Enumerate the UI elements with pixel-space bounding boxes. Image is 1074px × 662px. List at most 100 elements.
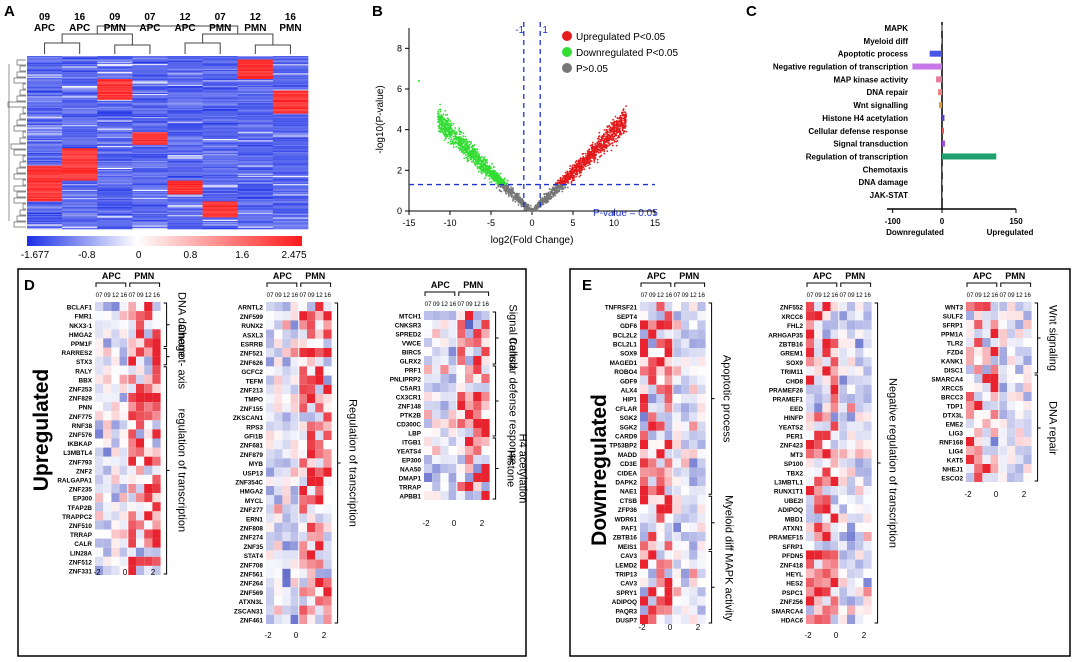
annotation-label: Signal transd. (507, 304, 519, 371)
data-point (438, 130, 440, 133)
heatmap-cell (298, 329, 307, 339)
heatmap-cell (97, 110, 133, 112)
heatmap-cell (167, 129, 203, 132)
heatmap-cell (167, 212, 203, 215)
heatmap-cell (664, 449, 673, 459)
heatmap-cell (237, 66, 274, 68)
column-label-day: 07 (144, 12, 156, 23)
heatmap-cell (132, 142, 168, 144)
heatmap-cell (97, 158, 133, 161)
heatmap-cell (97, 175, 133, 178)
heatmap-cell (103, 429, 112, 439)
heatmap-cell (132, 141, 168, 143)
heatmap-cell (323, 375, 332, 385)
heatmap-cell (640, 421, 649, 431)
heatmap-cell (119, 456, 128, 466)
heatmap-cell (697, 384, 706, 394)
data-point (545, 201, 548, 204)
heatmap-cell (167, 114, 203, 117)
data-point (615, 137, 617, 140)
heatmap-cell (144, 383, 153, 393)
heatmap-cell (315, 614, 324, 624)
heatmap-cell (167, 227, 203, 230)
heatmap-cell (315, 440, 324, 450)
heatmap-cell (202, 103, 239, 105)
header-day-label: 09 (682, 292, 689, 299)
heatmap-cell (298, 476, 307, 486)
data-point (579, 174, 582, 177)
heatmap-cell (167, 117, 203, 119)
heatmap-cell (202, 226, 239, 229)
heatmap-cell (456, 401, 465, 410)
heatmap-cell (95, 311, 104, 321)
heatmap-cell (62, 181, 98, 184)
heatmap-cell (62, 107, 98, 110)
heatmap-cell (132, 195, 168, 198)
heatmap-cell (298, 532, 307, 542)
heatmap-cell (282, 320, 291, 330)
heatmap-cell (167, 113, 203, 116)
heatmap-cell (672, 357, 681, 367)
data-point (594, 153, 597, 156)
heatmap-cell (119, 447, 128, 457)
heatmap-cell (266, 504, 275, 514)
gene-label: NKX3-1 (69, 323, 92, 330)
heatmap-cell (272, 193, 309, 195)
data-point (472, 157, 475, 160)
heatmap-cell (132, 216, 168, 218)
heatmap-cell (202, 208, 239, 210)
heatmap-cell (167, 166, 203, 169)
category-label: Regulation of transcription (806, 152, 908, 161)
heatmap-cell (127, 347, 136, 357)
heatmap-cell (664, 532, 673, 542)
data-point (611, 139, 613, 141)
header-bracket (266, 282, 332, 287)
heatmap-cell (323, 486, 332, 496)
heatmap-cell (144, 465, 153, 475)
heatmap-cell (62, 84, 98, 87)
heatmap-cell (448, 338, 457, 347)
data-point (608, 129, 611, 132)
heatmap-cell (144, 411, 153, 421)
data-point (588, 148, 591, 151)
annotation-bracket (334, 302, 341, 624)
heatmap-cell (298, 430, 307, 440)
heatmap-cell (127, 402, 136, 412)
data-point (596, 158, 599, 161)
data-point (604, 131, 607, 134)
heatmap-cell (237, 201, 274, 203)
heatmap-cell (132, 163, 168, 165)
data-point (512, 195, 515, 198)
heatmap-cell (648, 375, 657, 385)
heatmap-cell (202, 122, 239, 125)
heatmap-cell (448, 473, 457, 482)
data-point (484, 159, 487, 161)
heatmap-cell (307, 614, 316, 624)
heatmap-cell (144, 338, 153, 348)
bar (942, 153, 997, 160)
heatmap-cell (62, 83, 98, 86)
heatmap-cell (27, 187, 63, 189)
data-point (559, 176, 562, 179)
heatmap-cell (132, 57, 168, 59)
header-day-label: 12 (112, 292, 119, 299)
heatmap-cell (272, 136, 309, 139)
heatmap-cell (640, 338, 649, 348)
heatmap-cell (681, 320, 690, 330)
heatmap-cell (119, 402, 128, 412)
data-point (481, 160, 484, 163)
heatmap-cell (132, 143, 168, 146)
heatmap-cell (456, 392, 465, 401)
heatmap-cell (27, 193, 63, 195)
heatmap-cell (132, 158, 168, 161)
data-point (495, 179, 498, 182)
heatmap-cell (237, 196, 274, 199)
data-point (578, 166, 581, 169)
heatmap-cell (103, 374, 112, 384)
heatmap-cell (272, 132, 309, 134)
heatmap-cell (152, 565, 161, 575)
data-point (621, 129, 624, 131)
heatmap-cell (127, 447, 136, 457)
category-label: Histone H4 acetylation (822, 114, 908, 123)
heatmap-cell (95, 429, 104, 439)
